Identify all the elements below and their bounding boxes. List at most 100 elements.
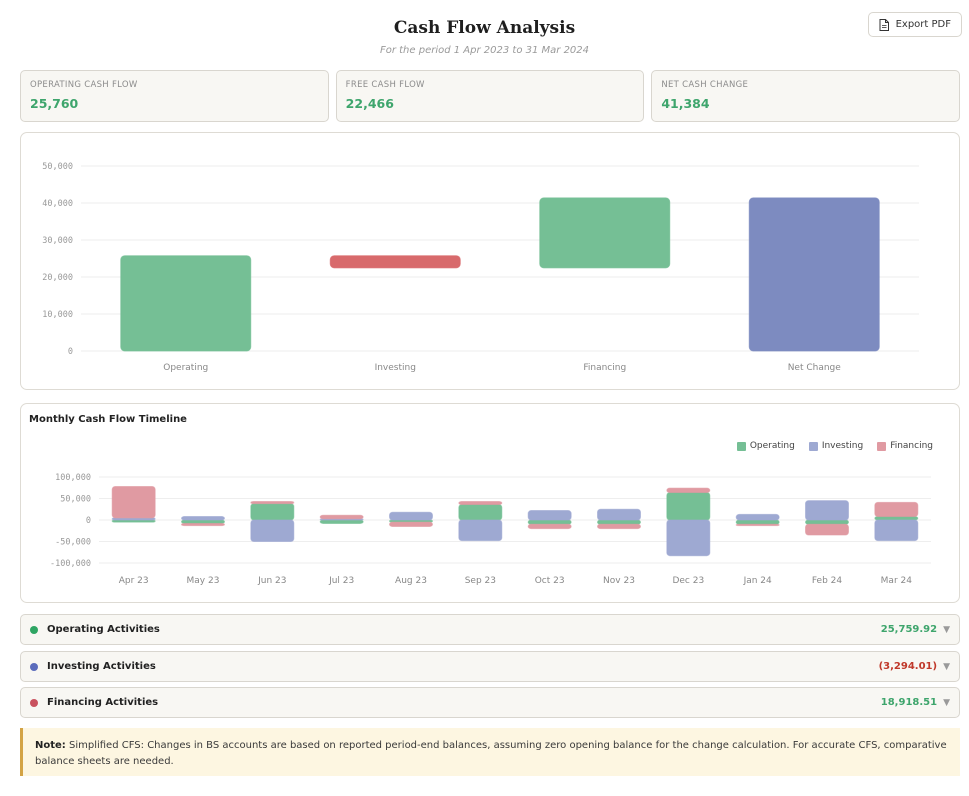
y-tick-label: -100,000	[50, 559, 91, 569]
timeline-bar-segment	[805, 523, 849, 536]
timeline-bar-segment	[458, 504, 503, 521]
timeline-bar-segment	[181, 519, 225, 524]
x-tick-label: May 23	[187, 576, 220, 586]
waterfall-chart: 0 10,000 20,000 30,000 40,000 50,000 Operating…	[42, 162, 919, 373]
x-tick-label: Aug 23	[395, 576, 427, 586]
x-tick-label: Sep 23	[465, 576, 496, 586]
timeline-bar-segment	[181, 522, 225, 527]
accordion-label: Financing Activities	[47, 697, 159, 708]
timeline-bar-segment	[874, 519, 919, 542]
timeline-bar-segment	[666, 519, 711, 557]
timeline-chart-card: Monthly Cash Flow Timeline Operating Inv…	[20, 403, 960, 603]
y-tick-label: 10,000	[42, 310, 73, 320]
timeline-bar-segment	[250, 519, 295, 542]
legend-item-operating[interactable]: Operating	[736, 441, 795, 451]
timeline-bar-segment	[735, 519, 780, 525]
y-tick-label: 50,000	[42, 162, 73, 172]
kpi-label: FREE CASH FLOW	[345, 80, 425, 90]
kpi-label: NET CASH CHANGE	[661, 80, 749, 90]
x-tick-label: Apr 23	[119, 576, 149, 586]
kpi-net-cash-change: NET CASH CHANGE 41,384	[651, 70, 961, 122]
timeline-chart-title: Monthly Cash Flow Timeline	[29, 414, 187, 425]
legend-label: Financing	[890, 441, 933, 451]
timeline-bar-segment	[458, 519, 503, 542]
accordion-operating-activities[interactable]: Operating Activities 25,759.92 ▼	[20, 614, 960, 645]
timeline-bar-segment	[735, 523, 780, 527]
timeline-bar-segment	[111, 485, 156, 519]
timeline-bar-segment	[389, 521, 433, 527]
kpi-value: 41,384	[661, 96, 710, 111]
timeline-bar-segment	[319, 514, 364, 520]
y-tick-label: 0	[86, 516, 91, 526]
y-tick-label: 20,000	[42, 273, 73, 283]
accordion-financing-activities[interactable]: Financing Activities 18,918.51 ▼	[20, 687, 960, 718]
y-tick-label: 40,000	[42, 199, 73, 209]
timeline-bar-segment	[458, 501, 503, 506]
timeline-bar-segment	[874, 516, 919, 521]
note-label: Note:	[35, 740, 66, 751]
status-dot	[30, 662, 38, 671]
timeline-bar-segment	[666, 491, 711, 521]
timeline-chart: -100,000 -50,000 0 50,000 100,000 Apr 23 May 2…	[50, 473, 931, 586]
kpi-label: OPERATING CASH FLOW	[30, 80, 138, 90]
timeline-legend: Operating Investing Financing	[736, 441, 933, 451]
x-tick-label: Dec 23	[672, 576, 704, 586]
export-pdf-label: Export PDF	[895, 19, 951, 30]
timeline-bar-segment	[874, 501, 919, 518]
kpi-free-cash-flow: FREE CASH FLOW 22,466	[335, 70, 645, 122]
kpi-value: 22,466	[345, 96, 394, 111]
timeline-bar-segment	[527, 519, 572, 525]
note-text: Simplified CFS: Changes in BS accounts a…	[35, 740, 947, 767]
kpi-row: OPERATING CASH FLOW 25,760 FREE CASH FLO…	[20, 70, 961, 122]
x-tick-label: Feb 24	[812, 576, 843, 586]
timeline-bar-segment	[735, 513, 780, 521]
timeline-bar-segment	[527, 523, 572, 530]
timeline-bar-segment	[597, 519, 641, 525]
status-dot	[30, 698, 38, 707]
accordion-label: Investing Activities	[47, 661, 156, 672]
chevron-down-icon: ▼	[943, 697, 950, 708]
waterfall-bar	[120, 255, 252, 352]
legend-item-financing[interactable]: Financing	[877, 441, 933, 451]
timeline-bar-segment	[319, 519, 364, 524]
x-tick-label: Oct 23	[535, 576, 565, 586]
accordion-value: (3,294.01)	[878, 661, 938, 672]
accordion-label: Operating Activities	[47, 624, 160, 635]
chevron-down-icon: ▼	[943, 624, 950, 635]
chevron-down-icon: ▼	[943, 661, 950, 672]
status-dot	[30, 625, 38, 634]
x-tick-label: Jul 23	[328, 576, 354, 586]
kpi-operating-cash-flow: OPERATING CASH FLOW 25,760	[20, 70, 329, 122]
accordion-value: 25,759.92	[880, 624, 938, 635]
x-tick-label: Nov 23	[603, 576, 635, 586]
legend-swatch	[808, 441, 818, 451]
timeline-bar-segment	[597, 508, 641, 521]
legend-item-investing[interactable]: Investing	[808, 441, 864, 451]
export-pdf-button[interactable]: Export PDF	[867, 12, 962, 37]
page-title: Cash Flow Analysis	[393, 18, 576, 38]
y-tick-label: -50,000	[55, 538, 91, 548]
x-tick-label: Jan 24	[743, 576, 772, 586]
y-tick-label: 100,000	[55, 473, 91, 483]
file-icon	[879, 18, 889, 31]
x-tick-label: Jun 23	[257, 576, 286, 586]
legend-label: Investing	[821, 441, 864, 451]
waterfall-bar	[748, 197, 880, 352]
x-tick-label: Financing	[583, 363, 626, 373]
timeline-bar-segment	[805, 500, 849, 521]
timeline-bar-segment	[666, 487, 711, 493]
legend-swatch	[736, 441, 746, 451]
note-callout: Note: Simplified CFS: Changes in BS acco…	[20, 728, 960, 776]
timeline-bar-segment	[527, 510, 572, 521]
waterfall-chart-card: 0 10,000 20,000 30,000 40,000 50,000 Operating…	[20, 132, 960, 390]
waterfall-bar	[539, 197, 671, 269]
accordion-investing-activities[interactable]: Investing Activities (3,294.01) ▼	[20, 651, 960, 682]
timeline-bar-segment	[181, 516, 225, 521]
x-tick-label: Mar 24	[881, 576, 913, 586]
y-tick-label: 30,000	[42, 236, 73, 246]
page-header: Cash Flow Analysis For the period 1 Apr …	[0, 14, 969, 56]
timeline-bar-segment	[250, 501, 295, 505]
page-subtitle: For the period 1 Apr 2023 to 31 Mar 2024	[379, 45, 590, 56]
legend-label: Operating	[749, 441, 795, 451]
legend-swatch	[877, 441, 887, 451]
